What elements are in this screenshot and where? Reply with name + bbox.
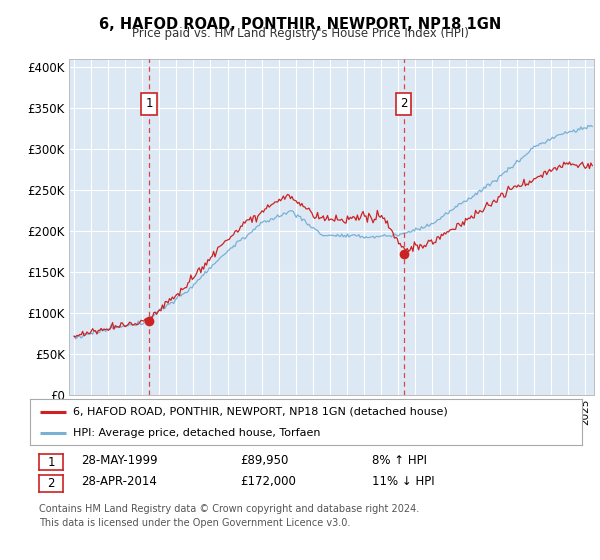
Text: 28-MAY-1999: 28-MAY-1999 bbox=[81, 454, 158, 467]
Text: 6, HAFOD ROAD, PONTHIR, NEWPORT, NP18 1GN: 6, HAFOD ROAD, PONTHIR, NEWPORT, NP18 1G… bbox=[99, 17, 501, 32]
Text: £172,000: £172,000 bbox=[240, 475, 296, 488]
Text: 6, HAFOD ROAD, PONTHIR, NEWPORT, NP18 1GN (detached house): 6, HAFOD ROAD, PONTHIR, NEWPORT, NP18 1G… bbox=[73, 407, 448, 417]
Text: £89,950: £89,950 bbox=[240, 454, 289, 467]
Text: HPI: Average price, detached house, Torfaen: HPI: Average price, detached house, Torf… bbox=[73, 428, 320, 438]
Text: 11% ↓ HPI: 11% ↓ HPI bbox=[372, 475, 434, 488]
Text: 28-APR-2014: 28-APR-2014 bbox=[81, 475, 157, 488]
Text: 2: 2 bbox=[400, 97, 407, 110]
Text: Price paid vs. HM Land Registry's House Price Index (HPI): Price paid vs. HM Land Registry's House … bbox=[131, 27, 469, 40]
Text: 2: 2 bbox=[47, 477, 55, 490]
Text: 8% ↑ HPI: 8% ↑ HPI bbox=[372, 454, 427, 467]
Text: 1: 1 bbox=[47, 455, 55, 469]
Text: Contains HM Land Registry data © Crown copyright and database right 2024.
This d: Contains HM Land Registry data © Crown c… bbox=[39, 504, 419, 528]
Text: 1: 1 bbox=[146, 97, 153, 110]
